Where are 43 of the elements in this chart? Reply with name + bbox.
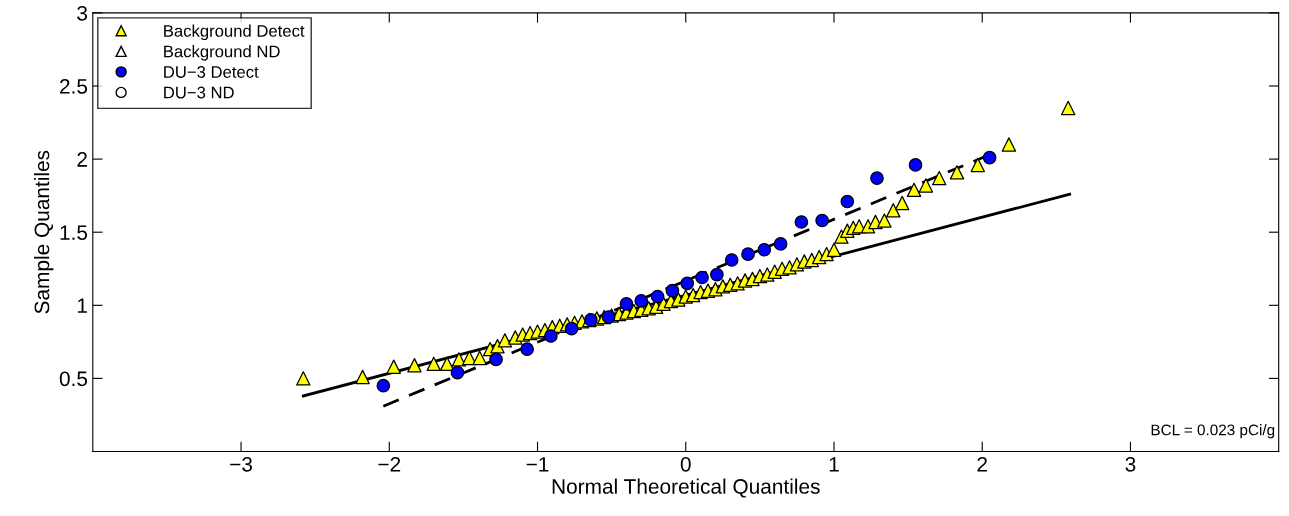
- point: [757, 242, 772, 257]
- point: [695, 270, 709, 285]
- y-tick-label: 0.5: [59, 371, 88, 387]
- annotation: BCL = 0.023 pCi/g: [1151, 424, 1275, 439]
- legend-label: Background ND: [164, 45, 280, 61]
- legend-label: DU−3 ND: [164, 86, 234, 99]
- x-tick-label: 2: [977, 456, 987, 472]
- point: [815, 213, 829, 228]
- point: [724, 253, 739, 267]
- y-tick-label: 3: [77, 5, 88, 21]
- x-tick-label: 0: [680, 456, 691, 472]
- x-axis-title: Normal Theoretical Quantiles: [552, 478, 820, 498]
- x-tick-label: 3: [1125, 456, 1136, 472]
- y-axis-title: Sample Quantiles: [34, 150, 54, 314]
- y-tick-label: 1: [77, 298, 87, 313]
- x-tick-label: 1: [829, 457, 839, 472]
- point: [870, 171, 884, 185]
- point: [520, 342, 534, 356]
- point: [650, 289, 665, 304]
- point: [773, 237, 788, 251]
- point: [619, 297, 634, 311]
- point: [710, 267, 724, 282]
- legend-label: DU−3 Detect: [164, 66, 259, 78]
- point: [564, 321, 579, 336]
- point: [665, 283, 680, 298]
- point: [908, 158, 923, 172]
- point: [680, 276, 695, 291]
- y-tick-label: 2: [77, 152, 87, 167]
- point: [544, 329, 558, 343]
- point: [489, 352, 503, 367]
- point: [794, 215, 809, 229]
- y-tick-label: 2.5: [60, 79, 88, 94]
- point: [450, 365, 465, 380]
- point: [376, 378, 391, 393]
- x-tick-label: −1: [526, 457, 549, 472]
- point: [741, 247, 755, 261]
- point: [634, 294, 649, 308]
- x-tick-label: −2: [378, 456, 401, 472]
- point: [982, 150, 997, 165]
- x-tick-label: −3: [230, 456, 252, 472]
- y-tick-label: 1.5: [60, 225, 88, 240]
- legend-label: Background Detect: [164, 24, 305, 41]
- point: [840, 194, 855, 209]
